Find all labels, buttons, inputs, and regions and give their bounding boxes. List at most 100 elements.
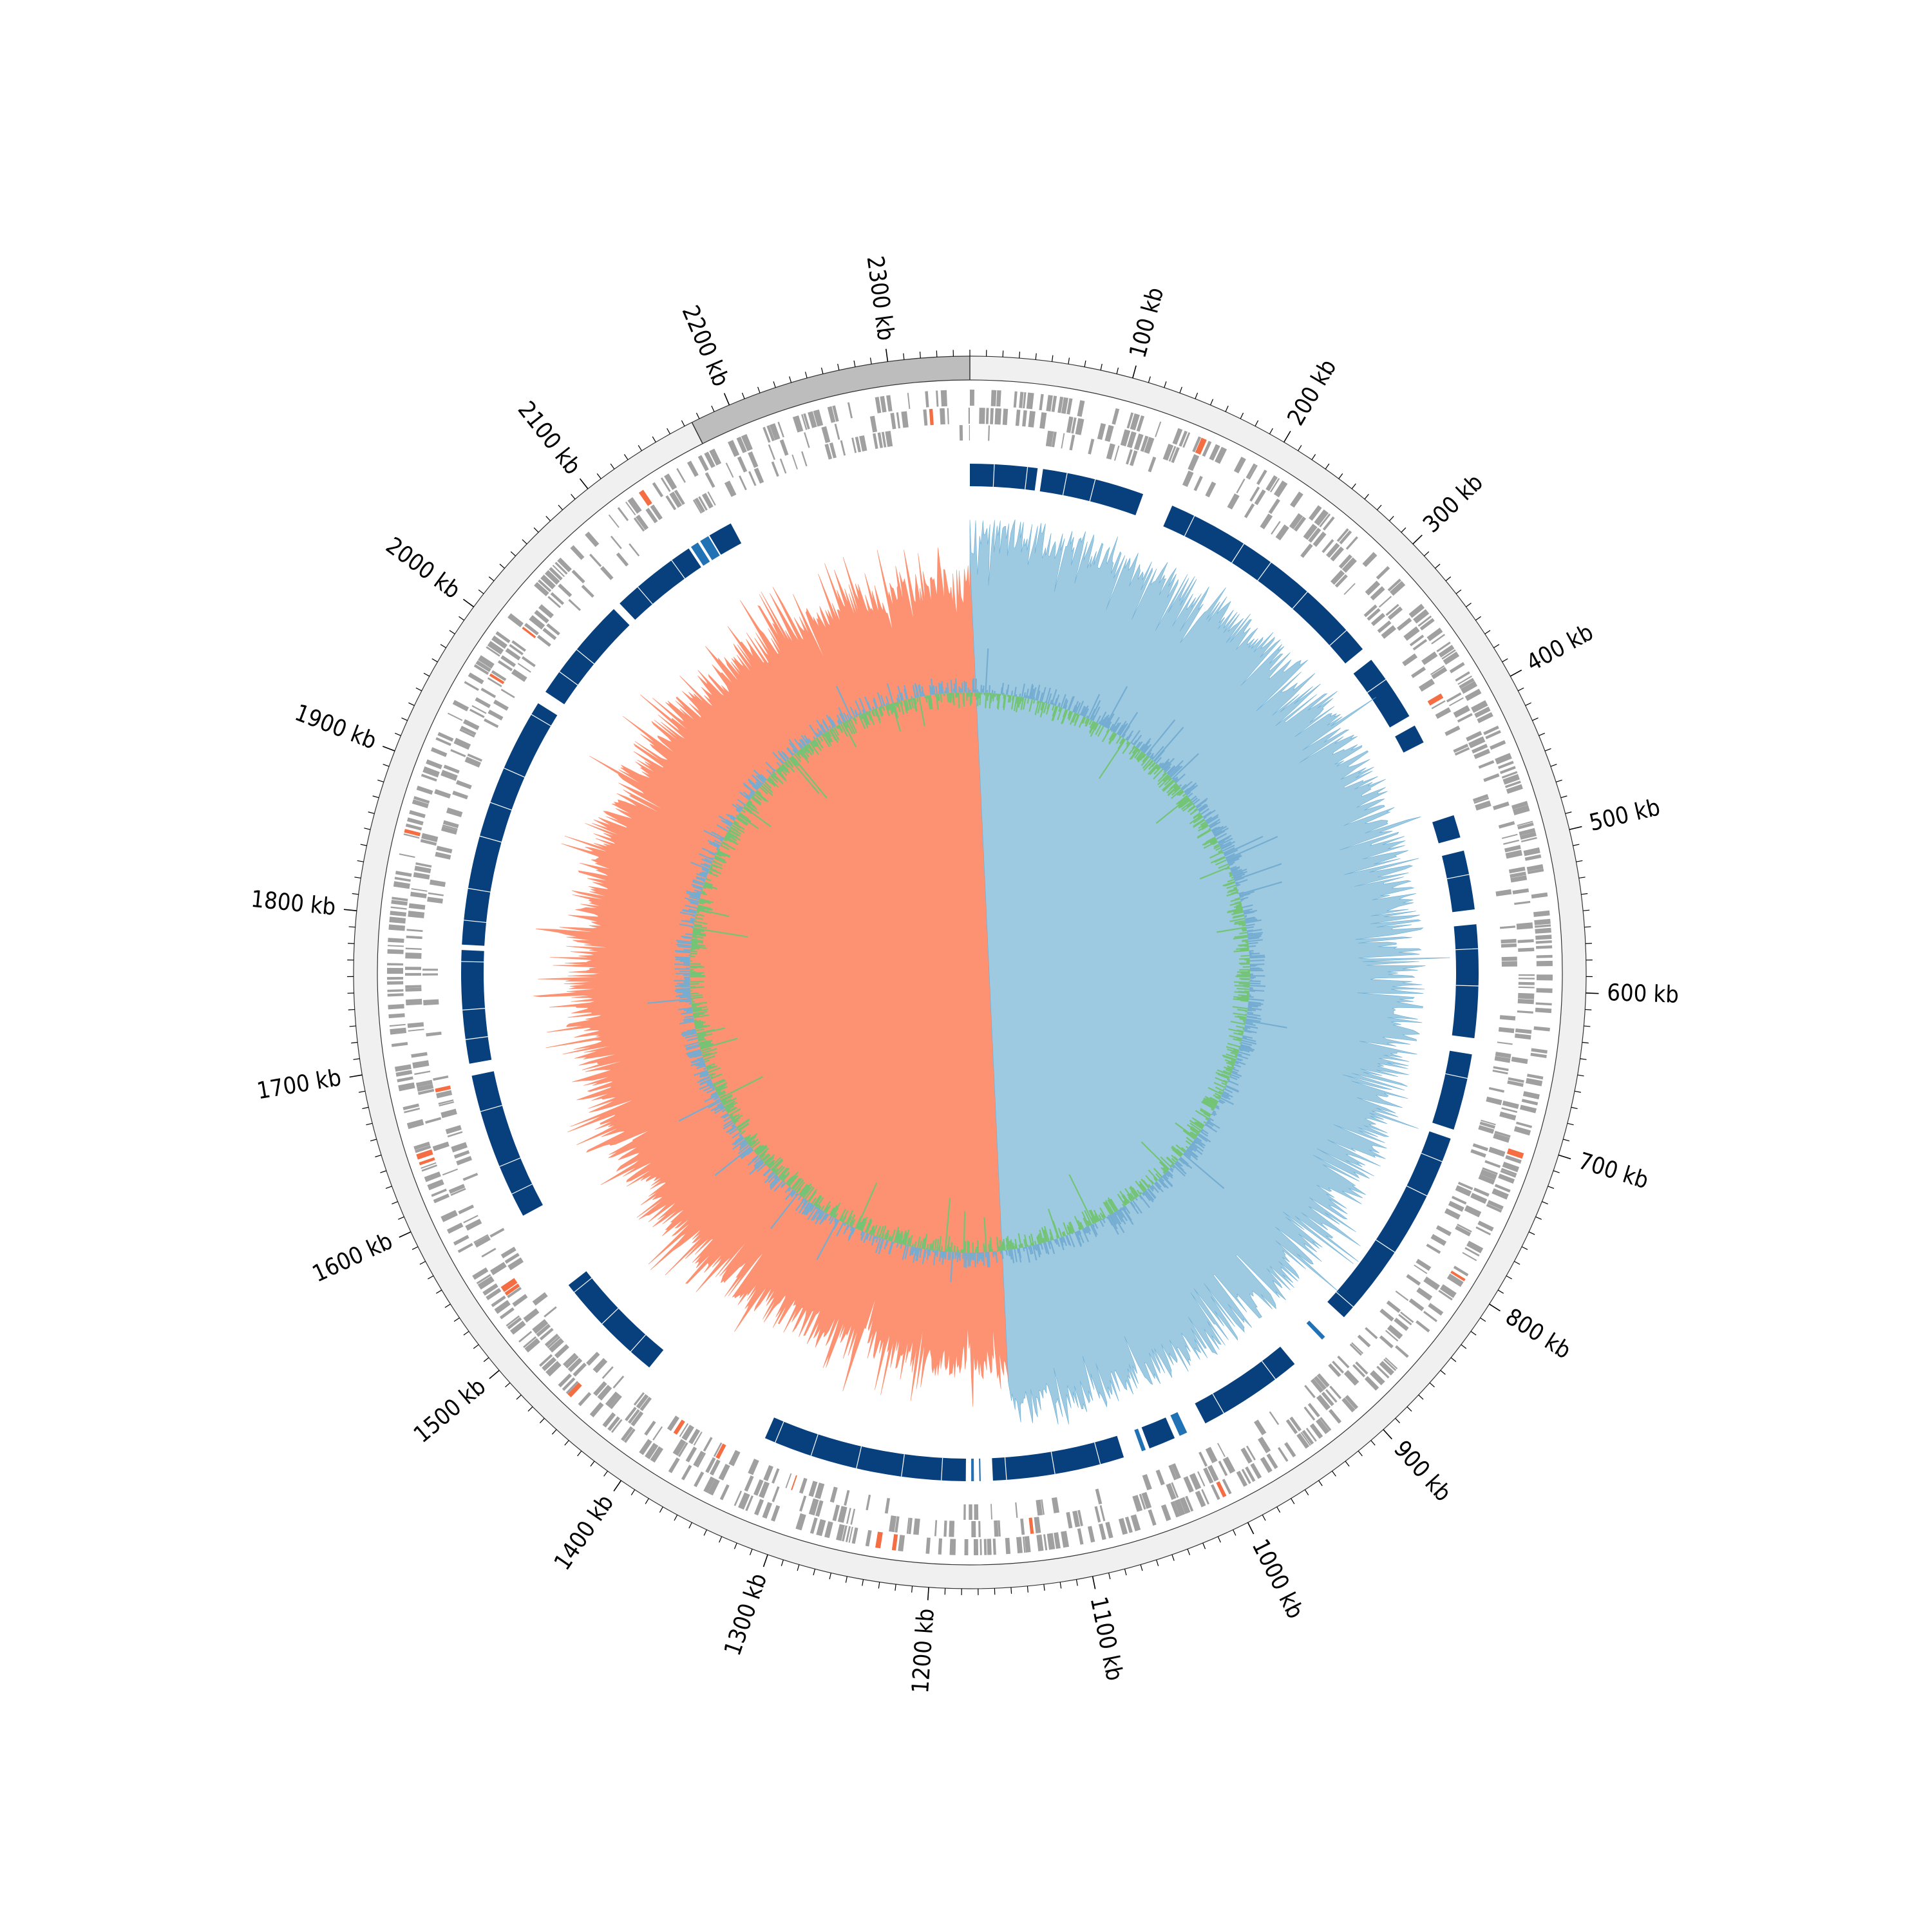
gene-feature: [403, 833, 420, 839]
gene-feature: [386, 967, 404, 974]
gene-feature: [465, 1218, 482, 1231]
gene-feature: [652, 1426, 663, 1441]
gene-feature: [753, 1479, 764, 1496]
gene-feature: [1133, 433, 1144, 451]
gene-feature: [433, 1075, 449, 1081]
gene-feature: [1441, 649, 1456, 660]
gene-feature: [1385, 1357, 1398, 1370]
gene-feature: [1400, 1311, 1414, 1323]
gene-feature: [1487, 1200, 1504, 1210]
minor-tick: [1574, 1090, 1582, 1093]
gene-feature: [1501, 771, 1518, 779]
gene-feature: [771, 461, 779, 477]
tick-label: 1800 kb: [250, 886, 337, 921]
minor-tick: [1269, 428, 1273, 435]
gene-feature: [992, 1539, 996, 1555]
gene-feature: [1477, 712, 1493, 723]
gene-feature: [1502, 773, 1520, 785]
gene-feature: [964, 1539, 969, 1555]
gene-feature: [1321, 1392, 1334, 1406]
gene-feature: [1443, 651, 1460, 665]
rna-feature: [435, 1085, 451, 1093]
gene-feature: [538, 579, 552, 592]
gene-feature: [1222, 1456, 1236, 1474]
gene-feature: [1502, 1101, 1519, 1109]
rna-feature: [673, 1419, 685, 1435]
gene-feature: [414, 1070, 431, 1075]
gene-feature: [1370, 1370, 1385, 1386]
gene-feature: [645, 507, 658, 524]
gene-feature: [546, 623, 560, 636]
gene-feature: [1271, 521, 1281, 535]
rna-feature: [1028, 1517, 1034, 1534]
gene-feature: [701, 493, 714, 509]
gene-feature: [1461, 681, 1478, 694]
synteny-block-divider: [1455, 985, 1479, 987]
gene-feature: [1475, 800, 1492, 811]
minor-tick: [911, 1586, 913, 1593]
gene-feature: [1170, 1501, 1180, 1518]
gene-feature: [1144, 437, 1155, 454]
gene-feature: [391, 900, 408, 906]
minor-tick: [652, 436, 656, 442]
gene-feature: [1112, 408, 1120, 425]
gene-feature: [697, 455, 709, 471]
gene-feature: [494, 1300, 511, 1314]
minor-tick: [1406, 1406, 1412, 1412]
gene-feature: [511, 668, 527, 682]
minor-tick: [1051, 355, 1054, 362]
major-tick: [1283, 430, 1291, 443]
minor-tick: [1179, 386, 1182, 393]
gene-feature: [1454, 747, 1470, 756]
gene-feature: [1417, 615, 1432, 627]
minor-tick: [358, 1090, 366, 1093]
gene-feature: [411, 888, 428, 892]
gene-feature: [453, 1150, 470, 1159]
gene-feature: [1444, 1208, 1461, 1220]
gene-feature: [387, 981, 404, 985]
minor-tick: [1514, 1261, 1520, 1265]
minor-tick: [516, 1394, 522, 1400]
gene-feature: [698, 496, 708, 511]
major-tick: [343, 909, 357, 912]
gene-feature: [507, 1317, 522, 1330]
gene-feature: [810, 1517, 818, 1534]
gene-feature: [1533, 910, 1550, 917]
gene-feature: [517, 663, 531, 673]
gene-feature: [452, 699, 469, 712]
gc-skew-track: [533, 519, 1450, 1425]
gene-feature: [1130, 413, 1140, 431]
synteny-block-divider: [499, 1157, 521, 1167]
gene-feature: [1296, 1433, 1310, 1449]
gene-feature: [708, 1479, 720, 1496]
minor-tick: [453, 1317, 460, 1322]
gene-feature: [650, 504, 663, 520]
gene-feature: [1423, 1311, 1437, 1322]
gene-feature: [1512, 888, 1530, 895]
minor-tick: [380, 1170, 387, 1173]
minor-tick: [1475, 616, 1481, 621]
gene-feature: [473, 664, 489, 675]
gene-feature: [1466, 731, 1482, 742]
gene-feature: [1408, 1298, 1425, 1312]
rna-feature: [1195, 437, 1207, 455]
gene-feature: [650, 1446, 664, 1463]
minor-tick: [674, 1515, 678, 1521]
gene-feature: [1459, 677, 1475, 689]
gene-feature: [1233, 457, 1246, 474]
synteny-block: [1442, 850, 1475, 913]
gene-feature: [1517, 939, 1534, 943]
gene-feature: [898, 1535, 905, 1552]
gene-feature: [973, 1539, 979, 1555]
synteny-block: [462, 703, 558, 946]
gene-feature: [426, 759, 442, 770]
gene-feature: [1466, 1240, 1484, 1254]
gene-feature: [1015, 1502, 1018, 1518]
tick-label: 1200 kb: [907, 1607, 940, 1694]
gene-feature: [1365, 1327, 1378, 1340]
gene-feature: [600, 566, 614, 580]
gene-feature: [1141, 1492, 1152, 1509]
gene-feature: [412, 1060, 430, 1069]
gene-feature: [1316, 1418, 1330, 1434]
tick-label: 500 kb: [1587, 794, 1663, 837]
